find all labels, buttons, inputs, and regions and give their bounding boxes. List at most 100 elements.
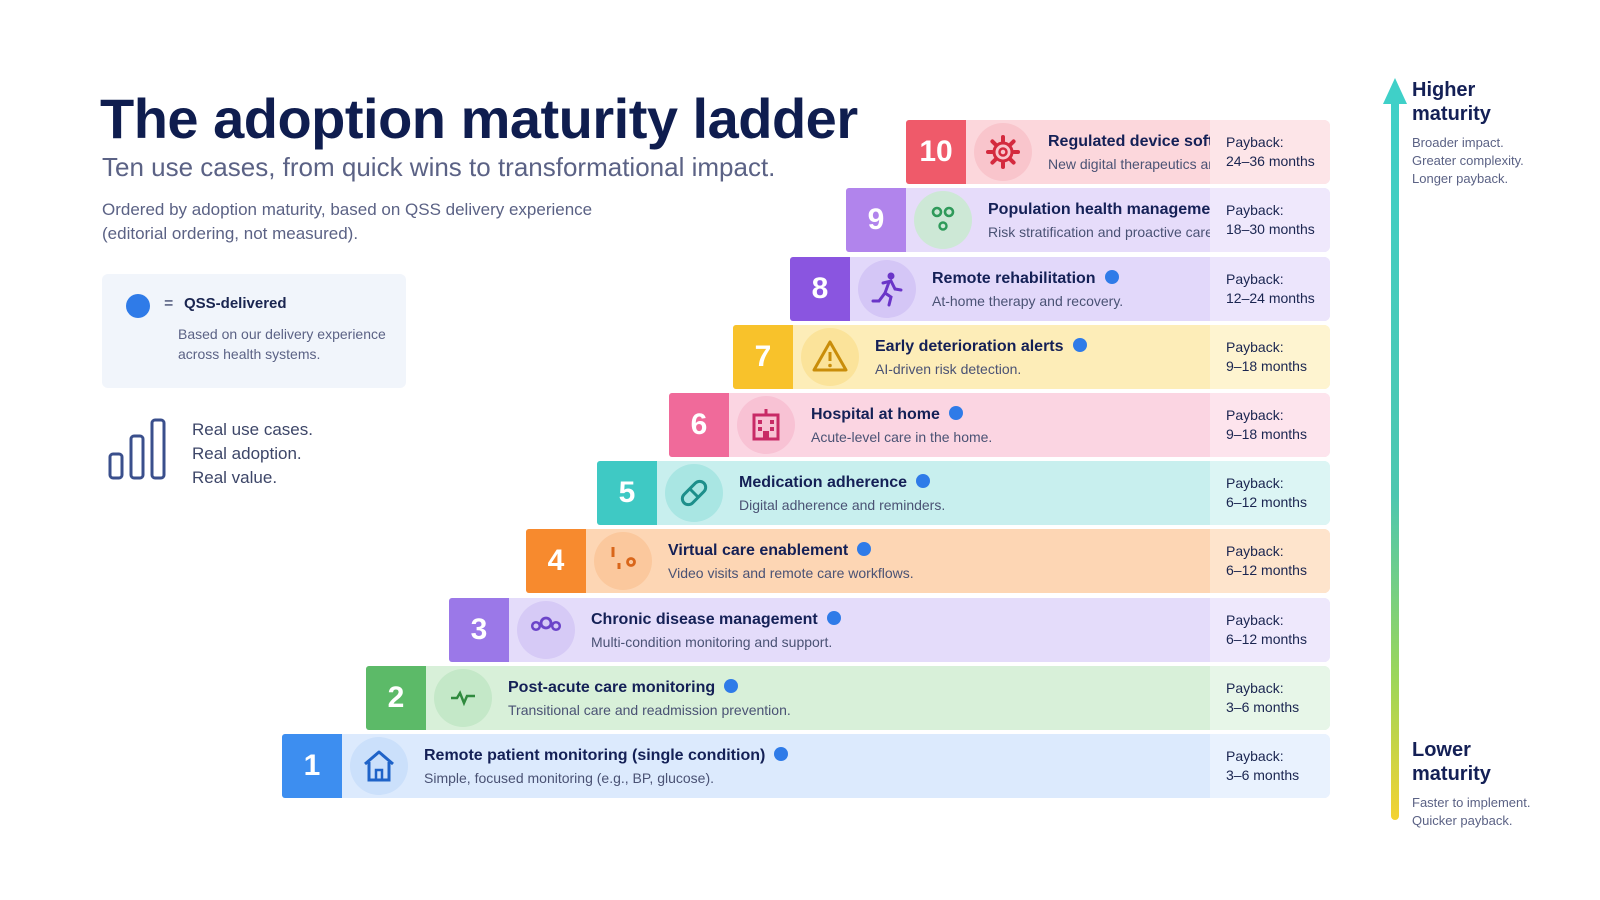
legend: = QSS-delivered Based on our delivery ex… [102,274,406,388]
ladder-step-9: 9 Population health management Risk strati… [846,188,1330,253]
higher-label-line: Higher [1412,79,1476,101]
maturity-arrow-icon [1383,78,1407,820]
payback-value: 12–24 months [1226,289,1315,306]
tagline-line: Real adoption. [192,444,302,463]
higher-maturity-description: Broader impact. Greater complexity. Long… [1412,134,1524,188]
home-icon [364,750,394,782]
ladder-step-2: 2 Post-acute care monitoring Transitional … [366,665,1330,730]
payback-panel: Payback: 3–6 months [1210,665,1330,730]
step-number-text: 10 [919,135,953,169]
step-number: 5 [597,461,657,526]
payback-label: Payback: [1226,679,1284,696]
ladder-step-5: 5 Medication adherence Digital adherence a… [597,461,1330,526]
payback-label: Payback: [1226,543,1284,560]
higher-desc-line: Broader impact. [1412,135,1504,150]
step-description: Simple, focused monitoring (e.g., BP, gl… [424,770,715,786]
page-title: The adoption maturity ladder [100,87,858,150]
payback-label: Payback: [1226,407,1284,423]
step-number-text: 2 [387,680,405,714]
step-icon-circle [665,464,723,523]
qss-delivered-dot-icon [948,406,963,420]
step-title: Remote patient monitoring (single condit… [424,747,789,765]
ordering-note: Ordered by adoption maturity, based on Q… [102,198,592,246]
gear-icon [986,135,1020,170]
higher-maturity-label: Higher maturity [1412,78,1491,126]
step-title: Early deterioration alerts [875,337,1087,356]
step-icon-circle [974,123,1032,182]
pill-icon [680,480,708,507]
heartbeat-icon [451,689,475,707]
runner-icon [871,272,903,307]
step-title: Hospital at home [811,406,963,424]
payback-panel: Payback: 6–12 months [1210,597,1330,662]
higher-desc-line: Longer payback. [1412,171,1509,186]
hospital-icon [752,409,780,441]
qss-dot-icon [126,294,150,318]
tagline: Real use cases. Real adoption. Real valu… [192,418,313,490]
payback-label: Payback: [1226,202,1284,219]
higher-desc-line: Greater complexity. [1412,153,1524,168]
qss-delivered-dot-icon [774,747,789,761]
step-number: 4 [526,529,586,594]
step-icon-circle [858,259,916,318]
payback-panel: Payback: 9–18 months [1210,324,1330,389]
step-icon-circle [434,668,492,727]
qss-delivered-dot-icon [1072,337,1087,352]
step-number: 1 [282,734,342,798]
lower-label-line: Lower [1412,739,1471,761]
step-number-text: 3 [470,612,488,646]
step-number-text: 1 [303,749,321,782]
payback-value: 6–12 months [1226,630,1307,647]
step-number: 8 [790,256,850,321]
step-icon-circle [914,191,972,250]
ordering-note-line1: Ordered by adoption maturity, based on Q… [102,200,593,219]
lower-maturity-label: Lower maturity [1412,738,1491,786]
step-title-text: Population health management [988,201,1226,219]
payback-value: 9–18 months [1226,357,1307,374]
step-description: Acute-level care in the home. [811,429,993,445]
step-title: Medication adherence [739,474,931,492]
step-number-text: 7 [754,339,772,373]
payback-panel: Payback: 9–18 months [1210,393,1330,457]
payback-label: Payback: [1226,611,1284,628]
step-icon-circle [350,737,408,795]
ordering-note-line2: (editorial ordering, not measured). [102,224,359,243]
step-description: AI-driven risk detection. [875,360,1022,377]
lower-desc-line: Faster to implement. [1412,795,1531,810]
qss-delivered-dot-icon [1104,269,1119,284]
legend-equals: = [164,295,174,312]
payback-value: 3–6 months [1226,698,1300,715]
step-title-text: Regulated device software [1048,133,1250,151]
qss-delivered-dot-icon [916,474,931,489]
legend-description: Based on our delivery experience across … [178,326,386,362]
payback-label: Payback: [1226,338,1284,355]
step-icon-circle [517,600,575,659]
payback-value: 24–36 months [1226,153,1315,170]
payback-value: 3–6 months [1226,767,1300,783]
ladder-step-1: 1 Remote patient monitoring (single condi… [282,734,1330,798]
step-number-text: 8 [811,271,829,305]
step-description: Video visits and remote care workflows. [668,565,914,582]
step-description: Multi-condition monitoring and support. [591,633,833,650]
stethoscope-icon [611,547,636,570]
tagline-line: Real value. [192,468,278,487]
ladder-step-3: 3 Chronic disease management Multi-conditi… [449,597,1330,662]
ladder-step-7: 7 Early deterioration alerts AI-driven ris… [733,324,1330,389]
step-icon-circle [737,396,795,454]
step-title: Virtual care enablement [668,542,872,560]
step-number: 7 [733,324,793,389]
step-title-text: Virtual care enablement [668,542,849,560]
step-title-text: Remote rehabilitation [932,269,1096,287]
step-icon-circle [594,532,652,591]
step-number: 2 [366,665,426,730]
step-number: 6 [669,393,729,457]
step-title-text: Remote patient monitoring (single condit… [424,747,766,764]
payback-label: Payback: [1226,134,1284,151]
lower-maturity-description: Faster to implement. Quicker payback. [1412,794,1531,830]
payback-value: 9–18 months [1226,426,1307,442]
payback-value: 6–12 months [1226,562,1307,579]
payback-value: 6–12 months [1226,494,1307,511]
ladder-step-8: 8 Remote rehabilitation At-home therapy an… [790,256,1330,321]
bar-chart-icon [108,418,166,480]
step-number: 3 [449,597,509,662]
